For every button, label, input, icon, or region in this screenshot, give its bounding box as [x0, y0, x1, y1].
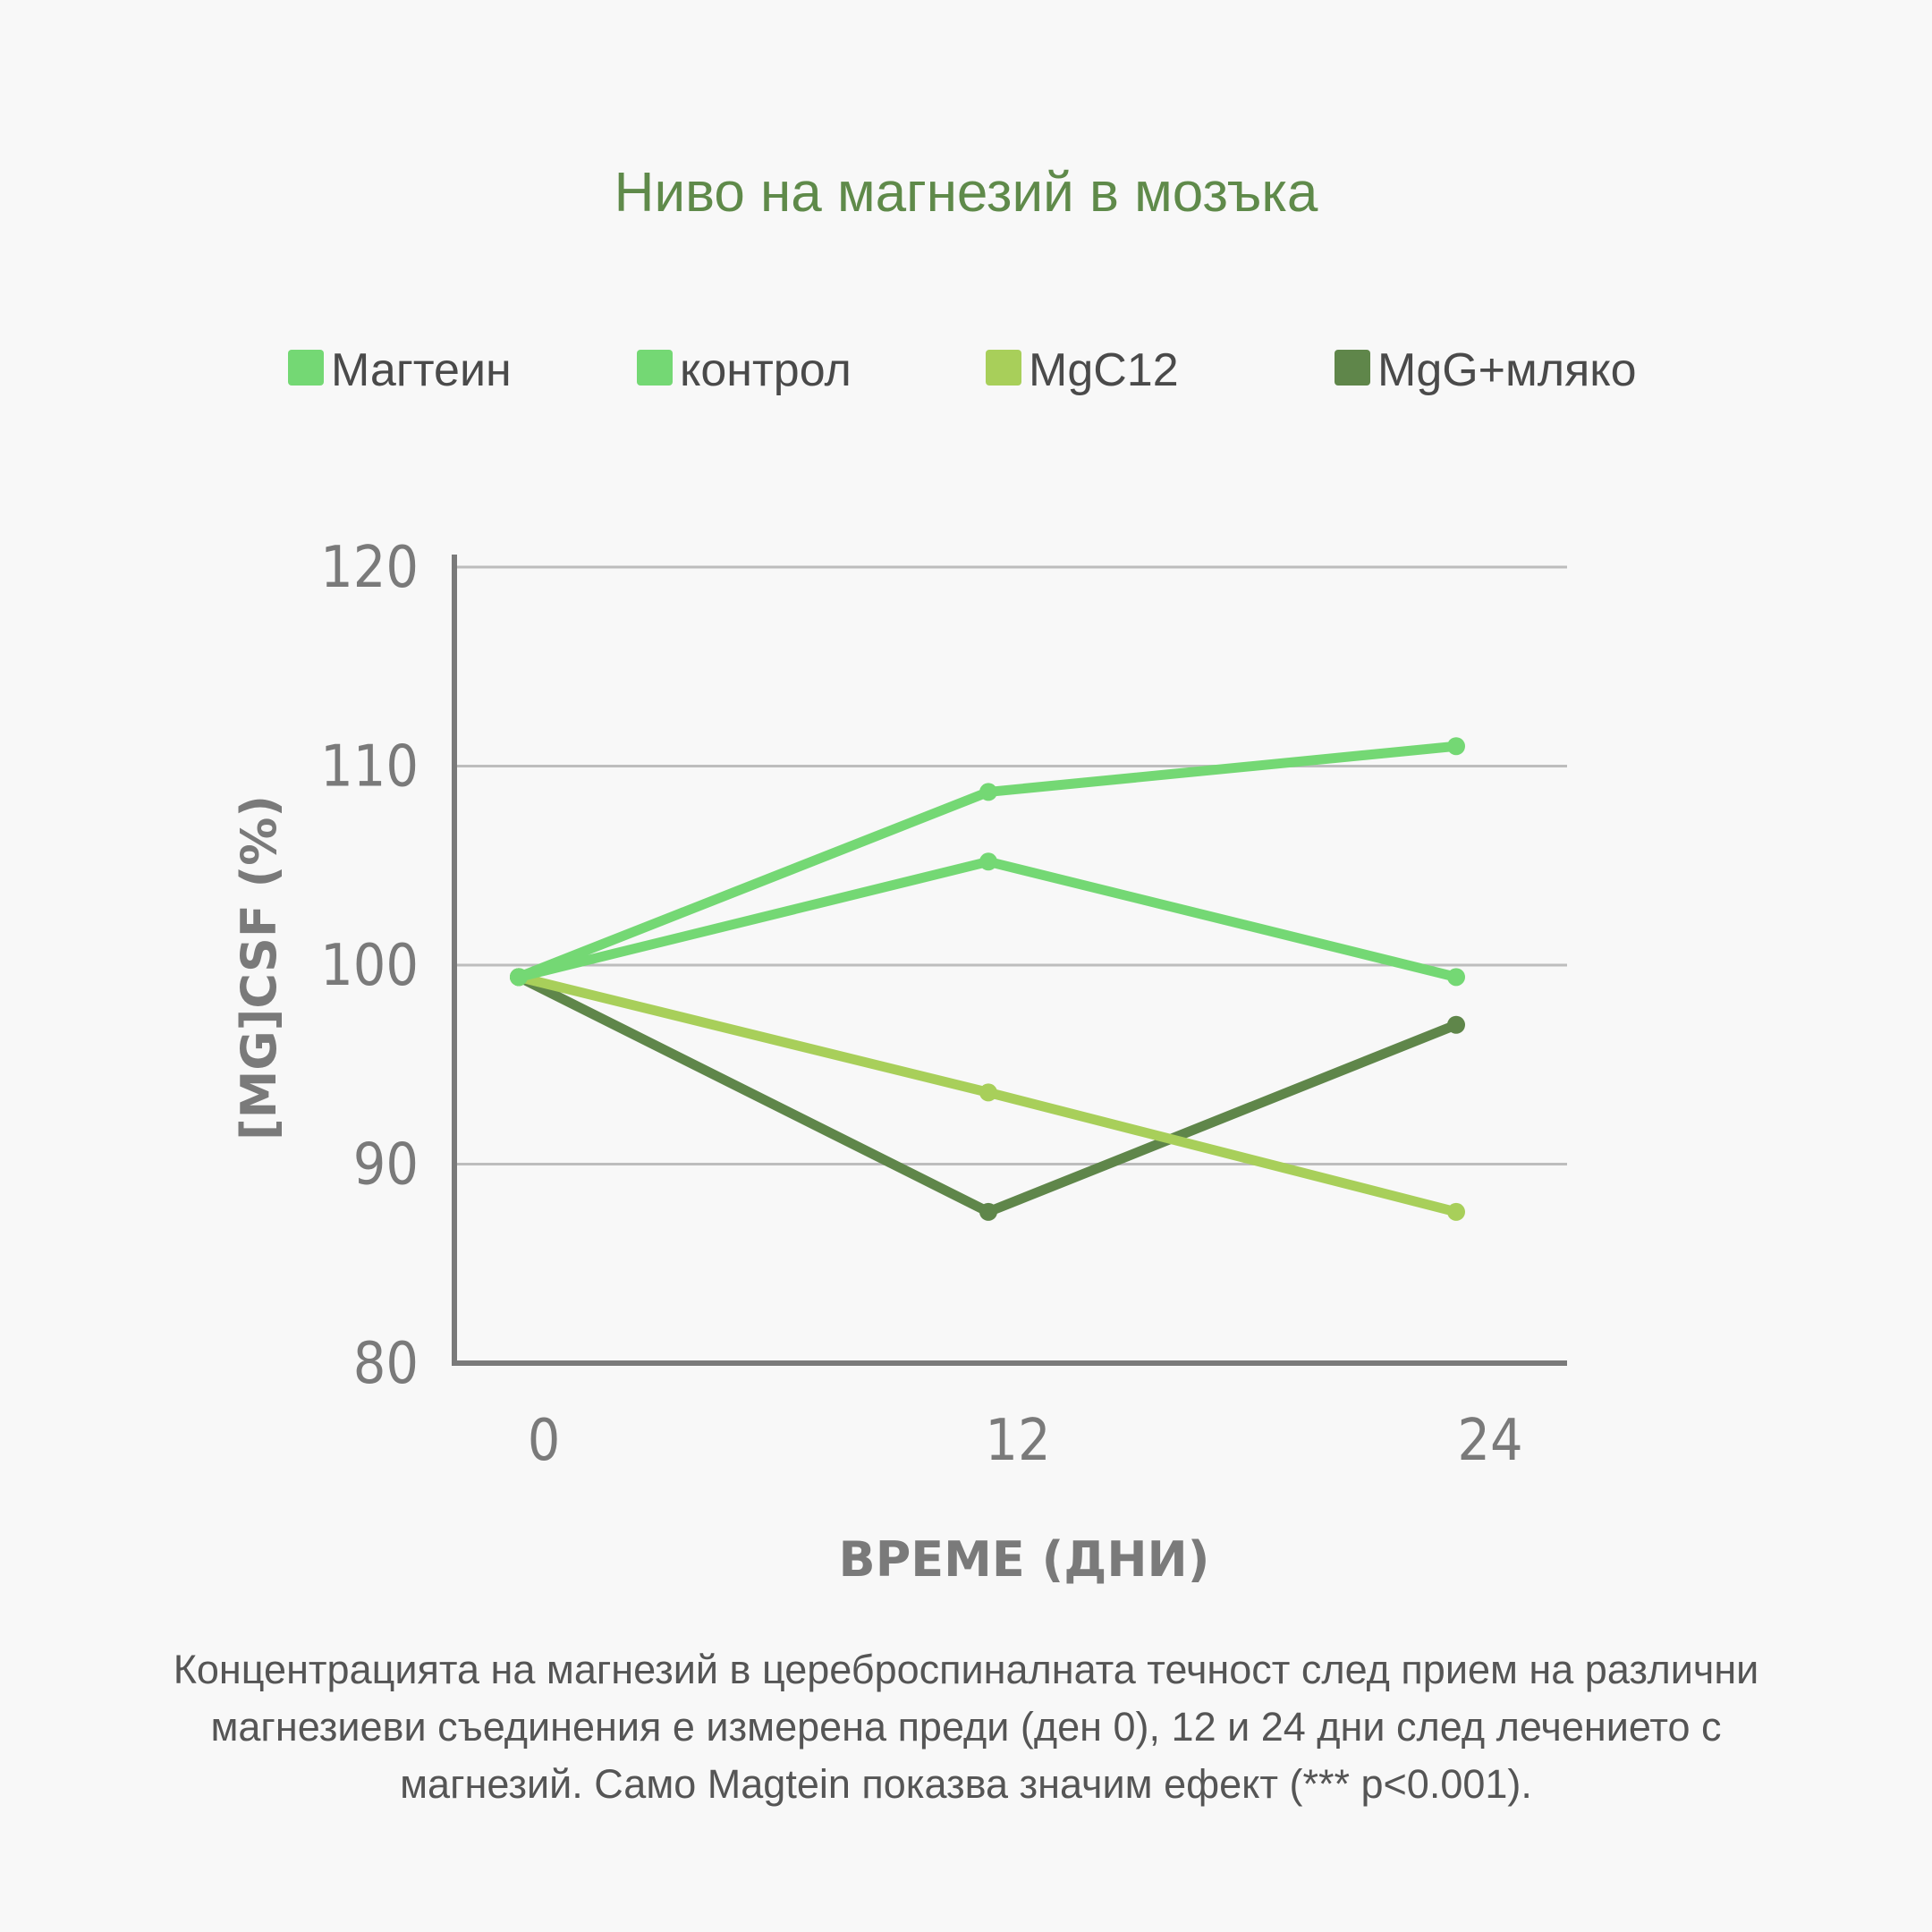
- data-point-0-1: [979, 783, 997, 801]
- data-point-1-2: [1447, 968, 1465, 987]
- data-point-3-1: [979, 1202, 997, 1221]
- tick-labels: 80 90 100 110 120 0 12 24: [320, 535, 1523, 1474]
- axes: [452, 555, 1567, 1366]
- chart-title: Ниво на магнезий в мозъка: [614, 162, 1318, 224]
- legend: Магтеин контрол MgC12 MgG+мляко: [288, 344, 1637, 396]
- legend-swatch-3: [1335, 350, 1370, 386]
- x-tick-label-0: 0: [528, 1408, 561, 1474]
- x-axis-label: ВРЕМЕ (ДНИ): [839, 1531, 1210, 1588]
- data-point-2-2: [1447, 1202, 1465, 1221]
- data-point-3-2: [1447, 1015, 1465, 1034]
- legend-swatch-2: [986, 350, 1021, 386]
- legend-label-3: MgG+мляко: [1377, 344, 1637, 396]
- legend-label-0: Магтеин: [331, 344, 512, 396]
- legend-label-2: MgC12: [1029, 344, 1179, 396]
- y-axis-label: [MG]CSF (%): [231, 795, 287, 1140]
- chart-caption: Концентрацията на магнезий в цереброспин…: [173, 1647, 1759, 1807]
- data-point-0-0: [510, 968, 528, 987]
- y-tick-label-110: 110: [320, 734, 419, 801]
- data-point-1-1: [979, 852, 997, 871]
- grid-lines: [454, 565, 1567, 1165]
- y-tick-label-90: 90: [353, 1132, 419, 1199]
- series-group: [510, 737, 1465, 1221]
- data-point-0-2: [1447, 737, 1465, 756]
- y-tick-label-100: 100: [320, 933, 419, 999]
- legend-swatch-0: [288, 350, 324, 386]
- x-tick-label-24: 24: [1457, 1408, 1522, 1474]
- x-tick-label-12: 12: [985, 1408, 1050, 1474]
- legend-label-1: контрол: [680, 344, 852, 396]
- data-point-2-1: [979, 1083, 997, 1102]
- y-tick-label-80: 80: [353, 1331, 419, 1397]
- legend-swatch-1: [637, 350, 673, 386]
- y-tick-label-120: 120: [320, 535, 419, 601]
